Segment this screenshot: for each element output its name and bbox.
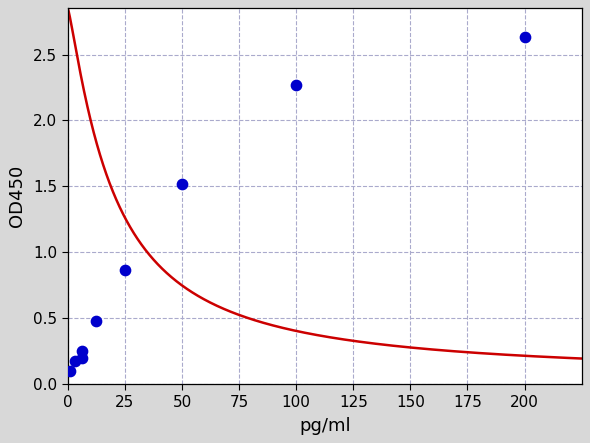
Point [77, 354, 86, 361]
Point [520, 34, 529, 41]
X-axis label: pg/ml: pg/ml [299, 417, 350, 435]
Point [120, 266, 130, 273]
Point [77, 348, 87, 355]
Point [291, 82, 301, 89]
Point [65, 368, 75, 375]
Point [70, 357, 80, 364]
Point [177, 180, 186, 187]
Point [91, 318, 101, 325]
Y-axis label: OD450: OD450 [8, 165, 27, 227]
